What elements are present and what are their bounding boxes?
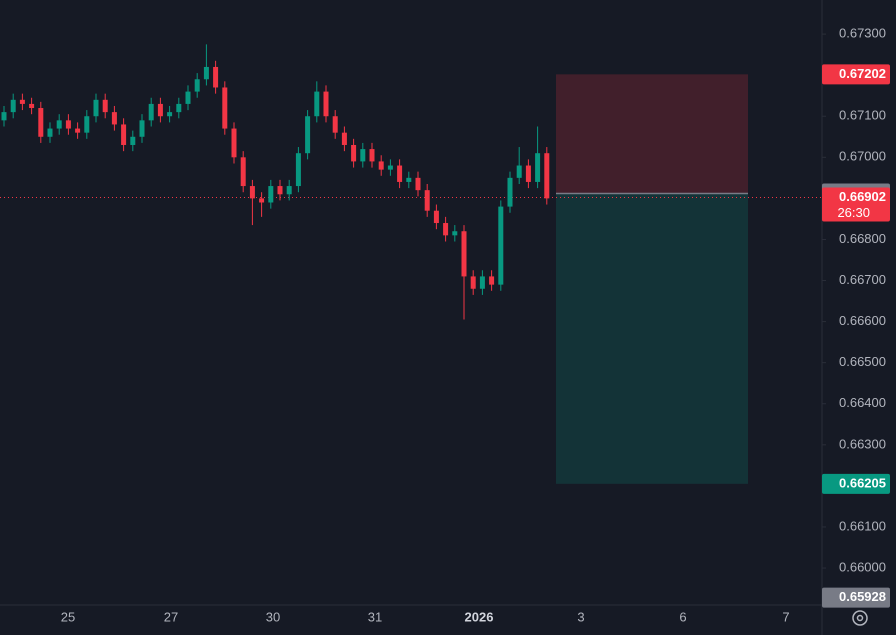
price-tag [822, 187, 890, 222]
candle-body [498, 206, 504, 285]
y-tick-label: 0.66100 [839, 518, 886, 533]
x-tick-label: 3 [577, 609, 584, 624]
candle-body [507, 177, 513, 207]
candle-body [452, 231, 458, 236]
candle-body [387, 165, 393, 170]
candle-body [157, 103, 163, 117]
candle-body [489, 276, 495, 285]
candle-body [75, 128, 81, 133]
candle-body [314, 91, 320, 117]
candle-body [535, 153, 541, 182]
candle-body [406, 177, 412, 182]
candle-body [369, 149, 375, 162]
candle-body [341, 132, 347, 145]
candle-body [461, 231, 467, 277]
y-tick-label: 0.66800 [839, 231, 886, 246]
x-tick-label: 6 [679, 609, 686, 624]
candle-body [176, 103, 182, 113]
candle-body [203, 66, 209, 80]
candle-body [19, 99, 25, 104]
settings-button[interactable] [852, 610, 868, 626]
candle-body [65, 120, 71, 129]
candle-body [544, 153, 550, 199]
candle-body [259, 198, 265, 203]
candle-body [516, 165, 522, 178]
candle-body [213, 66, 219, 88]
y-tick-label: 0.66700 [839, 272, 886, 287]
target-zone [556, 193, 748, 484]
gear-icon[interactable] [852, 610, 868, 626]
y-tick-label: 0.67000 [839, 149, 886, 164]
candle-body [332, 116, 338, 133]
candle-body [93, 99, 99, 117]
candle-body [277, 186, 283, 195]
candle-body [351, 144, 357, 162]
candle-body [38, 108, 44, 137]
candle-body [148, 103, 154, 121]
x-tick-label: 7 [782, 609, 789, 624]
candle-body [47, 128, 53, 137]
candle-body [525, 165, 531, 182]
candle-body [443, 223, 449, 236]
stop-zone [556, 74, 748, 194]
y-tick-label: 0.67300 [839, 26, 886, 41]
price-tag-label: 0.66902 [839, 189, 886, 204]
y-tick-label: 0.67100 [839, 108, 886, 123]
candle-body [222, 87, 228, 129]
y-tick-label: 0.66400 [839, 395, 886, 410]
candle-body [305, 116, 311, 154]
candle-body [415, 177, 421, 191]
y-tick-label: 0.66600 [839, 313, 886, 328]
candle-body [84, 116, 90, 133]
candle-body [185, 91, 191, 104]
price-tag [822, 64, 890, 85]
candle-body [10, 99, 16, 113]
price-tag [822, 587, 890, 608]
candle-body [433, 210, 439, 224]
price-tag [822, 473, 890, 494]
candle-body [295, 153, 301, 187]
y-tick-label: 0.66300 [839, 436, 886, 451]
candle-body [231, 128, 237, 158]
candle-body [121, 124, 127, 145]
countdown: 26:30 [837, 205, 870, 220]
candle-body [470, 276, 476, 289]
y-tick-label: 0.66500 [839, 354, 886, 369]
candle-body [111, 112, 117, 125]
x-tick-label: 31 [368, 609, 382, 624]
x-tick-label: 25 [61, 609, 75, 624]
candle-body [240, 157, 246, 187]
candle-body [268, 186, 274, 203]
candle-body [1, 112, 7, 121]
price-tag-label: 0.66205 [839, 475, 886, 490]
candle-body [130, 136, 136, 145]
candle-body [424, 190, 430, 211]
candle-body [378, 161, 384, 170]
gear-center[interactable] [856, 614, 864, 622]
candle-body [397, 165, 403, 182]
y-tick-label: 0.66000 [839, 559, 886, 574]
candle-body [102, 99, 108, 113]
candle-body [249, 186, 255, 199]
candle-body [360, 149, 366, 162]
candle-body [479, 276, 485, 289]
candle-body [286, 186, 292, 195]
candle-body [167, 112, 173, 117]
x-tick-label: 30 [266, 609, 280, 624]
x-tick-label: 2026 [465, 609, 494, 624]
candle-body [194, 79, 200, 92]
candle-body [56, 120, 62, 129]
price-tag-label: 0.65928 [839, 589, 886, 604]
price-tag-label: 0.67202 [839, 66, 886, 81]
candle-body [29, 103, 35, 109]
candle-body [323, 91, 329, 117]
candle-body [139, 120, 145, 137]
x-tick-label: 27 [164, 609, 178, 624]
